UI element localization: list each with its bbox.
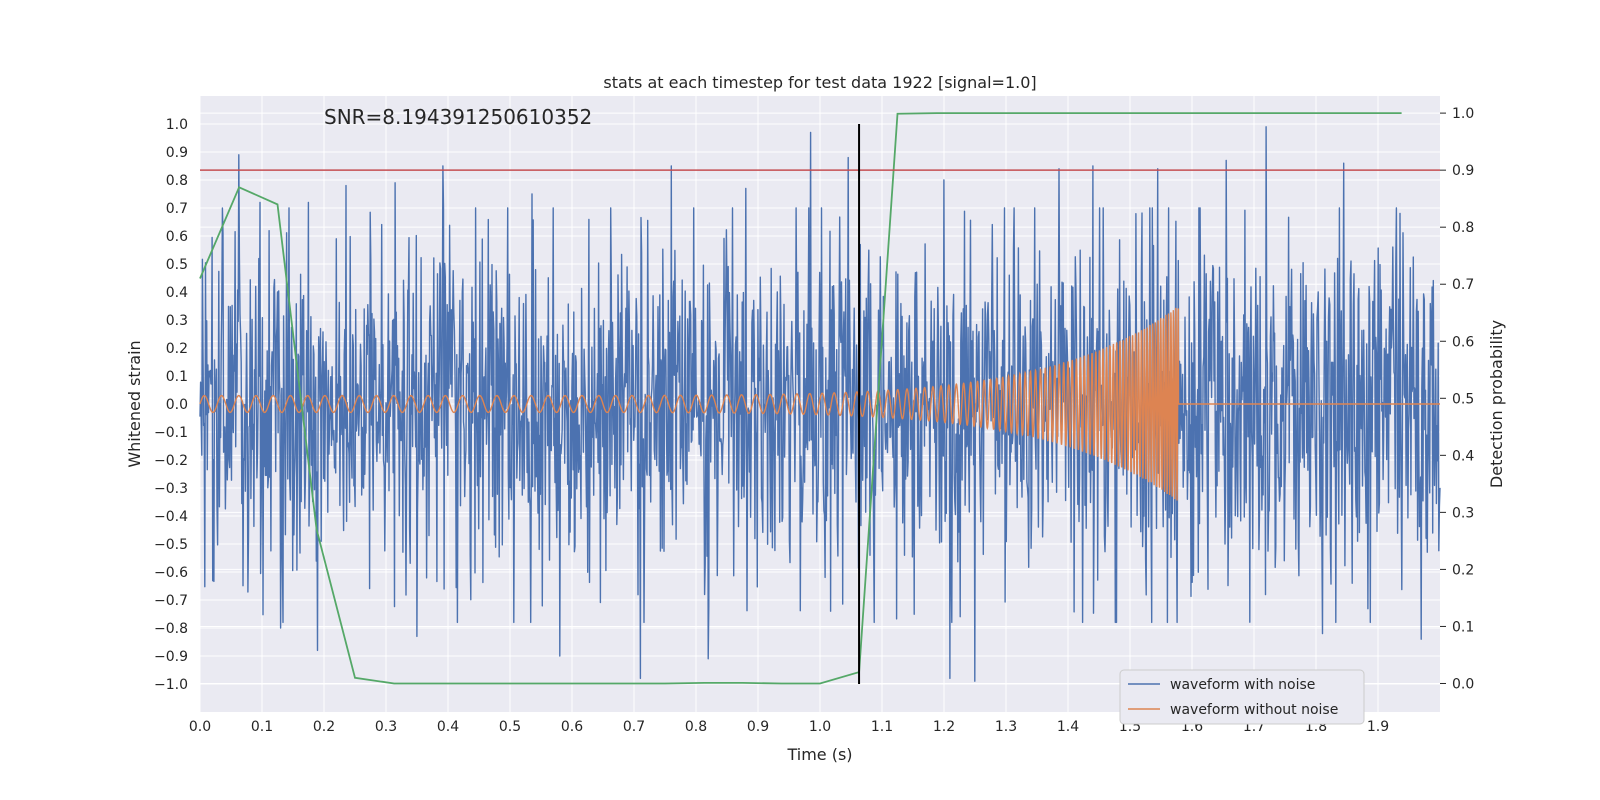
x-tick-label: 1.0 (809, 719, 831, 735)
y-tick-label: 0.5 (166, 257, 188, 273)
y2-tick-label: 0.9 (1452, 163, 1474, 179)
y2-tick-label: 0.8 (1452, 220, 1474, 236)
y-tick-label: −0.6 (154, 565, 188, 581)
x-tick-label: 0.6 (561, 719, 583, 735)
x-tick-label: 1.1 (871, 719, 893, 735)
x-tick-label: 0.8 (685, 719, 707, 735)
x-tick-label: 0.2 (313, 719, 335, 735)
plot-lines (199, 112, 1441, 685)
y2-tick-label: 0.0 (1452, 676, 1474, 692)
y-tick-label: 0.0 (166, 397, 188, 413)
legend-box (1119, 669, 1365, 725)
y-tick-label: 0.7 (166, 201, 188, 217)
y-tick-label: 0.2 (166, 341, 188, 357)
y2-tick-label: 0.7 (1452, 277, 1474, 293)
y-tick-label: 0.3 (166, 313, 188, 329)
x-tick-label: 0.0 (189, 719, 211, 735)
y2-axis-label: Detection probability (1487, 320, 1506, 488)
legend-label-noise: waveform with noise (1170, 677, 1315, 693)
series-waveform-without-noise (199, 307, 1440, 501)
y-tick-label: 0.4 (166, 285, 188, 301)
legend-label-clean: waveform without noise (1170, 702, 1338, 718)
y-tick-label: −0.1 (154, 425, 188, 441)
y-tick-label: −0.5 (154, 537, 188, 553)
y-tick-label: −1.0 (154, 677, 188, 693)
x-tick-label: 0.3 (375, 719, 397, 735)
x-tick-label: 0.9 (747, 719, 769, 735)
y-tick-label: −0.3 (154, 481, 188, 497)
y-axis-label: Whitened strain (125, 340, 144, 467)
x-axis-label: Time (s) (786, 745, 852, 764)
ticks: 0.0 0.1 0.2 0.3 0.4 0.5 0.6 0.7 0.8 0.9 1.0 1.1 1.2 1… (154, 106, 1474, 735)
y-tick-label: −0.2 (154, 453, 188, 469)
y-tick-label: 0.8 (166, 173, 188, 189)
y-tick-label: 0.6 (166, 229, 188, 245)
y2-tick-label: 0.4 (1452, 448, 1474, 464)
x-tick-label: 1.3 (995, 719, 1017, 735)
y-tick-label: 1.0 (166, 117, 188, 133)
y2-tick-label: 0.3 (1452, 505, 1474, 521)
y-tick-label: −0.9 (154, 649, 188, 665)
y-tick-label: −0.8 (154, 621, 188, 637)
y2-tick-label: 0.2 (1452, 562, 1474, 578)
series-waveform-with-noise (199, 126, 1441, 682)
chart-title: stats at each timestep for test data 192… (603, 73, 1036, 92)
x-tick-label: 1.4 (1057, 719, 1079, 735)
series-detection-probability (199, 112, 1402, 685)
x-tick-label: 1.9 (1367, 719, 1389, 735)
y-tick-label: −0.4 (154, 509, 188, 525)
legend: waveform with noise waveform without noi… (1119, 669, 1365, 725)
x-tick-label: 1.2 (933, 719, 955, 735)
x-tick-label: 0.1 (251, 719, 273, 735)
x-tick-label: 0.5 (499, 719, 521, 735)
snr-annotation: SNR=8.194391250610352 (324, 105, 592, 129)
y2-tick-label: 0.6 (1452, 334, 1474, 350)
y2-tick-label: 1.0 (1452, 106, 1474, 122)
y-tick-label: 0.1 (166, 369, 188, 385)
y-tick-label: 0.9 (166, 145, 188, 161)
x-tick-label: 0.7 (623, 719, 645, 735)
y2-tick-label: 0.1 (1452, 619, 1474, 635)
y-tick-label: −0.7 (154, 593, 188, 609)
y2-tick-label: 0.5 (1452, 391, 1474, 407)
x-tick-label: 0.4 (437, 719, 459, 735)
